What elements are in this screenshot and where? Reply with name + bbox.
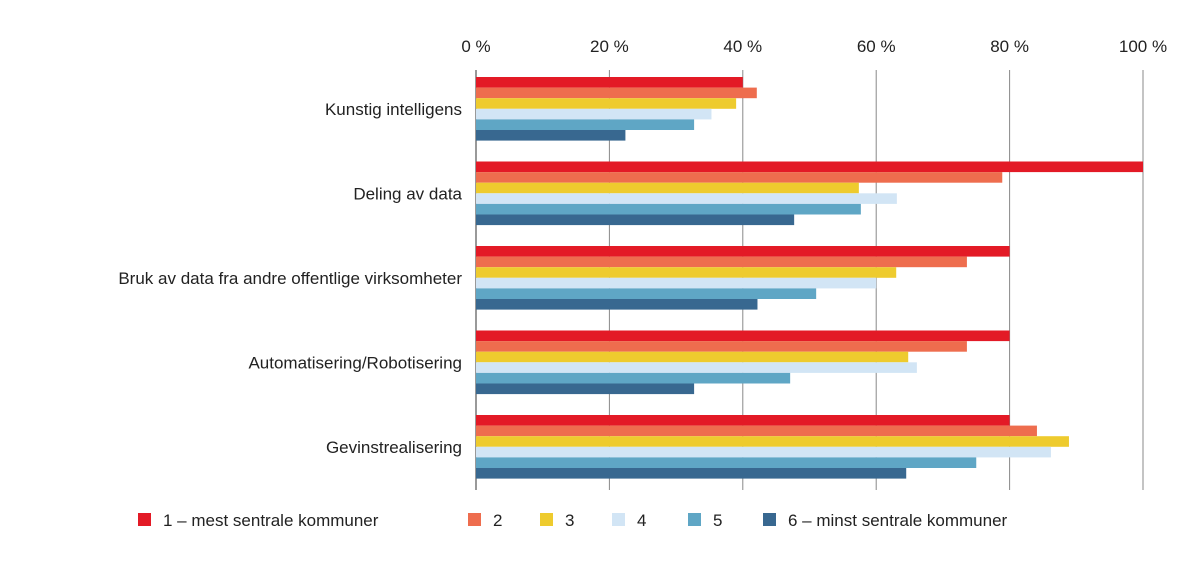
bar — [476, 468, 907, 479]
legend-label: 2 — [493, 511, 502, 530]
bar — [476, 256, 967, 268]
bar — [476, 77, 743, 88]
bar — [476, 351, 909, 363]
legend-swatch — [468, 513, 481, 526]
legend-swatch — [612, 513, 625, 526]
bar — [476, 108, 712, 120]
x-tick-label: 0 % — [461, 37, 490, 56]
bar — [476, 372, 791, 384]
category-label: Gevinstrealisering — [326, 438, 462, 457]
bar — [476, 288, 817, 299]
legend-label: 6 – minst sentrale kommuner — [788, 511, 1008, 530]
bar — [476, 119, 695, 130]
bar — [476, 267, 897, 278]
x-tick-label: 20 % — [590, 37, 629, 56]
x-tick-label: 40 % — [723, 37, 762, 56]
bar — [476, 330, 1010, 342]
category-label: Kunstig intelligens — [325, 100, 462, 119]
bar — [476, 130, 626, 141]
bar — [476, 161, 1143, 173]
legend-swatch — [763, 513, 776, 526]
bar — [476, 193, 897, 204]
legend-label: 5 — [713, 511, 722, 530]
category-label: Bruk av data fra andre offentlige virkso… — [118, 269, 462, 288]
bar — [476, 98, 737, 109]
legend-swatch — [688, 513, 701, 526]
bar — [476, 182, 859, 194]
category-label: Automatisering/Robotisering — [248, 353, 462, 372]
bar — [476, 214, 795, 226]
x-tick-label: 60 % — [857, 37, 896, 56]
x-tick-label: 80 % — [990, 37, 1029, 56]
bar — [476, 425, 1037, 437]
legend-swatch — [138, 513, 151, 526]
legend-label: 3 — [565, 511, 574, 530]
bar — [476, 446, 1051, 458]
bar — [476, 246, 1010, 257]
bar — [476, 203, 861, 215]
bar — [476, 362, 917, 373]
bar — [476, 457, 977, 468]
bar — [476, 299, 758, 310]
x-tick-label: 100 % — [1119, 37, 1167, 56]
bar — [476, 436, 1069, 447]
bar — [476, 172, 1003, 183]
legend-label: 4 — [637, 511, 646, 530]
category-label: Deling av data — [353, 184, 462, 203]
legend-label: 1 – mest sentrale kommuner — [163, 511, 379, 530]
bar — [476, 341, 967, 352]
bar — [476, 87, 757, 99]
legend-swatch — [540, 513, 553, 526]
bar — [476, 415, 1010, 426]
bar — [476, 277, 877, 289]
bar — [476, 383, 695, 395]
